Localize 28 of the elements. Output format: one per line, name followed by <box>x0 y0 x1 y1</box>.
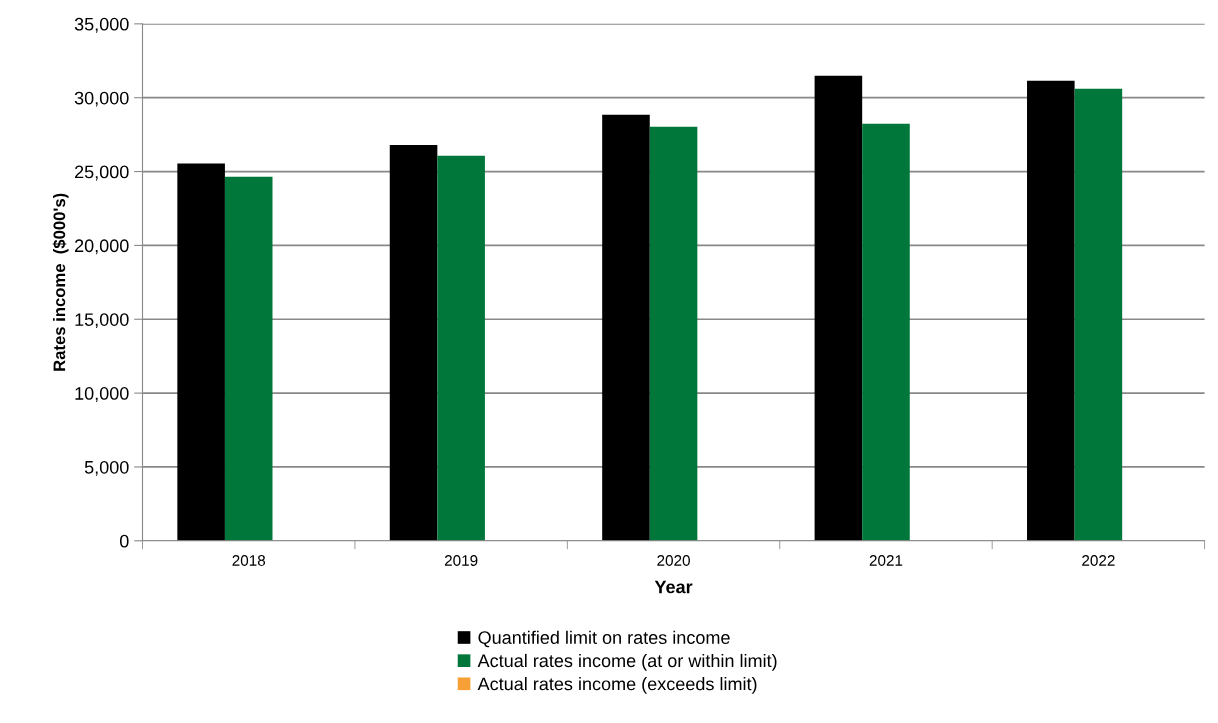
y-tick-label: 5,000 <box>84 460 129 476</box>
x-tick-label: 2018 <box>232 555 266 566</box>
y-axis-title: Rates income ($000's) <box>52 193 69 371</box>
x-tick-label: 2022 <box>1082 555 1115 566</box>
bar <box>862 123 910 541</box>
legend-label: Actual rates income (at or within limit) <box>477 653 777 671</box>
x-tick-label: 2019 <box>444 555 478 566</box>
bar <box>1027 80 1075 541</box>
y-tick-label: 35,000 <box>74 17 129 33</box>
x-tick-label: 2021 <box>869 555 903 566</box>
bar <box>224 176 273 541</box>
bar <box>814 75 863 541</box>
bar <box>649 126 698 541</box>
bar <box>437 155 485 541</box>
legend-label: Quantified limit on rates income <box>478 630 730 648</box>
y-tick-label: 0 <box>119 534 129 548</box>
x-axis-title: Year <box>654 580 693 594</box>
bar <box>1074 88 1123 541</box>
y-tick-label: 15,000 <box>75 313 129 329</box>
legend-label: Actual rates income (exceeds limit) <box>477 677 757 694</box>
y-tick-label: 30,000 <box>74 91 129 107</box>
bar <box>177 163 225 541</box>
y-tick-label: 20,000 <box>75 239 129 255</box>
y-tick-label: 10,000 <box>75 387 129 402</box>
x-tick-label: 2020 <box>657 555 690 566</box>
bar <box>389 144 438 541</box>
y-tick-label: 25,000 <box>75 165 129 181</box>
bar <box>602 114 650 541</box>
